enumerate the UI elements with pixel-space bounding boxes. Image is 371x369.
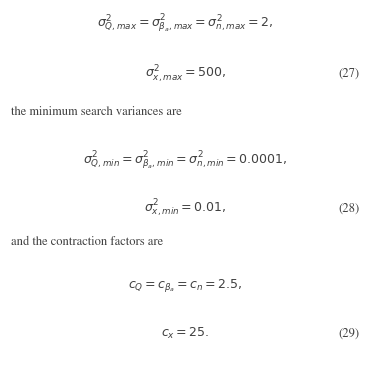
Text: and the contraction factors are: and the contraction factors are (11, 236, 163, 248)
Text: $\sigma^2_{Q,max} = \sigma^2_{\beta_a,max} = \sigma^2_{n,max} = 2,$: $\sigma^2_{Q,max} = \sigma^2_{\beta_a,ma… (98, 13, 273, 35)
Text: $c_x = 25.$: $c_x = 25.$ (161, 327, 210, 341)
Text: (27): (27) (339, 68, 360, 80)
Text: $c_Q = c_{\beta_a} = c_n = 2.5,$: $c_Q = c_{\beta_a} = c_n = 2.5,$ (128, 277, 243, 294)
Text: $\sigma^2_{Q,min} = \sigma^2_{\beta_a,min} = \sigma^2_{n,min} = 0.0001,$: $\sigma^2_{Q,min} = \sigma^2_{\beta_a,mi… (83, 149, 288, 172)
Text: (28): (28) (339, 203, 360, 214)
Text: $\sigma^2_{x,min} = 0.01,$: $\sigma^2_{x,min} = 0.01,$ (144, 198, 227, 219)
Text: (29): (29) (339, 328, 360, 340)
Text: $\sigma^2_{x,max} = 500,$: $\sigma^2_{x,max} = 500,$ (145, 63, 226, 85)
Text: the minimum search variances are: the minimum search variances are (11, 107, 182, 118)
